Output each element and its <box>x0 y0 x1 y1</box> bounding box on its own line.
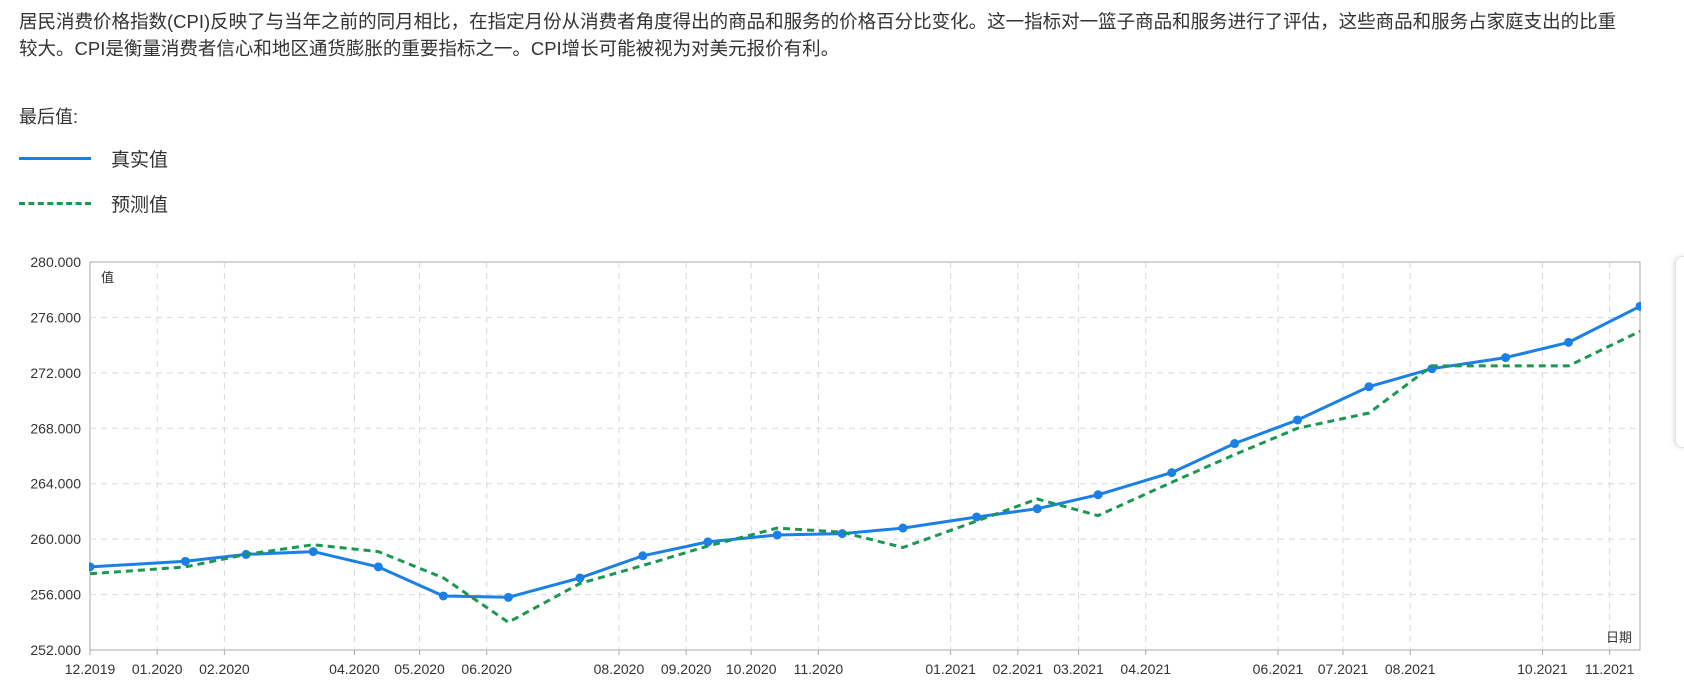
x-tick-label: 01.2020 <box>132 661 183 677</box>
x-tick-label: 07.2021 <box>1318 661 1369 677</box>
actual-data-point <box>1364 382 1374 392</box>
actual-series-line <box>89 304 1641 599</box>
x-tick-label: 11.2020 <box>794 661 844 677</box>
actual-data-point <box>1032 504 1042 514</box>
x-tick-label: 05.2020 <box>394 661 445 677</box>
y-axis-label: 值 <box>101 270 114 285</box>
actual-data-point <box>1093 490 1103 500</box>
actual-data-point <box>1501 353 1511 363</box>
x-tick-label: 02.2020 <box>199 661 250 677</box>
actual-data-point <box>438 591 448 601</box>
legend-label-forecast: 预测值 <box>111 195 169 216</box>
side-panel-handle[interactable] <box>1675 256 1684 448</box>
legend-swatch-forecast <box>19 202 91 205</box>
y-tick-label: 260.000 <box>30 531 81 547</box>
x-axis-label: 日期 <box>1606 630 1632 645</box>
legend-label-actual: 真实值 <box>111 150 169 171</box>
y-tick-label: 252.000 <box>30 642 81 658</box>
actual-data-point <box>180 556 190 566</box>
y-tick-label: 272.000 <box>30 365 81 381</box>
x-tick-label: 10.2021 <box>1517 661 1568 677</box>
actual-data-point <box>308 547 318 557</box>
y-tick-label: 268.000 <box>30 420 81 436</box>
x-tick-label: 06.2020 <box>461 661 512 677</box>
x-tick-label: 08.2021 <box>1385 661 1436 677</box>
x-tick-label: 02.2021 <box>993 661 1044 677</box>
x-tick-label: 10.2020 <box>726 661 777 677</box>
legend-item-forecast[interactable]: 预测值 <box>19 190 219 216</box>
actual-data-point <box>1563 337 1573 347</box>
actual-data-point <box>89 562 95 572</box>
y-tick-label: 264.000 <box>30 476 81 492</box>
indicator-description: 居民消费价格指数(CPI)反映了与当年之前的同月相比，在指定月份从消费者角度得出… <box>19 11 1617 59</box>
x-tick-label: 04.2021 <box>1120 661 1171 677</box>
plot-area <box>89 261 1641 651</box>
legend-item-actual[interactable]: 真实值 <box>19 145 219 171</box>
x-tick-label: 03.2021 <box>1053 661 1104 677</box>
actual-data-point <box>503 592 513 602</box>
y-tick-label: 276.000 <box>30 309 81 325</box>
x-tick-label: 01.2021 <box>925 661 976 677</box>
x-tick-label: 08.2020 <box>594 661 645 677</box>
x-tick-label: 11.2021 <box>1585 661 1635 677</box>
actual-data-point <box>373 562 383 572</box>
actual-data-point <box>1292 415 1302 425</box>
x-tick-label: 09.2020 <box>661 661 712 677</box>
last-value-label: 最后值: <box>19 107 79 127</box>
actual-data-point <box>1635 301 1641 311</box>
x-tick-label: 12.2019 <box>65 661 116 677</box>
x-tick-label: 06.2021 <box>1253 661 1304 677</box>
actual-data-point <box>898 523 908 533</box>
actual-data-point <box>772 530 782 540</box>
actual-data-point <box>1167 468 1177 478</box>
actual-data-point <box>1230 439 1240 449</box>
actual-data-point <box>703 537 713 547</box>
y-tick-label: 256.000 <box>30 587 81 603</box>
x-tick-label: 04.2020 <box>329 661 380 677</box>
actual-data-point <box>972 512 982 522</box>
actual-data-point <box>638 551 648 561</box>
forecast-series-line <box>89 329 1641 624</box>
y-tick-label: 280.000 <box>30 254 81 270</box>
actual-data-point <box>575 573 585 583</box>
legend-swatch-actual <box>19 157 91 160</box>
